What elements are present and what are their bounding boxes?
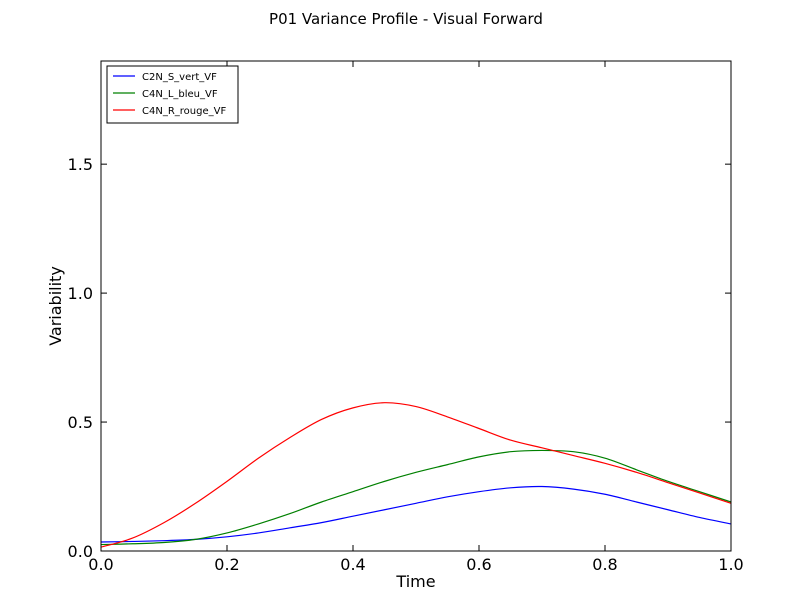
plot-frame xyxy=(100,60,732,552)
chart-title: P01 Variance Profile - Visual Forward xyxy=(269,10,543,28)
y-tick-label: 1.0 xyxy=(68,284,93,303)
legend: C2N_S_vert_VF C4N_L_bleu_VF C4N_R_rouge_VF xyxy=(106,65,239,124)
series-line-0 xyxy=(100,485,732,543)
y-tick-label: 0.5 xyxy=(68,413,93,432)
x-axis-title: Time xyxy=(395,572,435,591)
series-line-2 xyxy=(100,402,732,548)
x-tick-label: 0.0 xyxy=(88,555,113,574)
series-layer xyxy=(100,402,732,548)
y-axis-title: Variability xyxy=(46,266,65,346)
legend-entry-label: C4N_L_bleu_VF xyxy=(142,89,218,100)
y-tick-label: 1.5 xyxy=(68,155,93,174)
x-tick-label: 1.0 xyxy=(718,555,743,574)
x-tick-label: 0.4 xyxy=(340,555,365,574)
series-line-1 xyxy=(100,449,732,546)
x-tick-label: 0.6 xyxy=(466,555,491,574)
y-tick-label: 0.0 xyxy=(68,542,93,561)
x-tick-label: 0.2 xyxy=(214,555,239,574)
x-tick-label: 0.8 xyxy=(592,555,617,574)
ticks-layer: 0.0 0.2 0.4 0.6 0.8 1.0 0.0 0.5 1.0 1.5 xyxy=(68,61,744,574)
legend-entry-label: C2N_S_vert_VF xyxy=(142,72,217,83)
legend-entry-label: C4N_R_rouge_VF xyxy=(142,106,226,117)
